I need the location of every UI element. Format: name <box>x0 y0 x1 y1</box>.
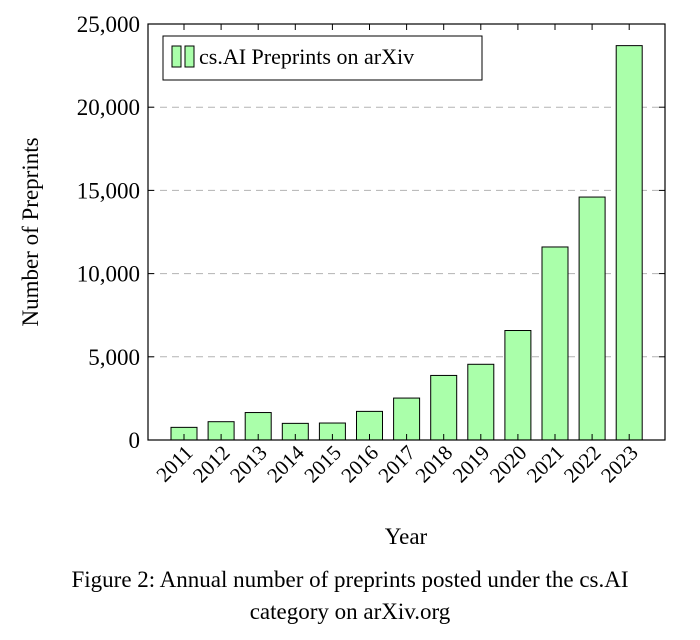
x-tick-label: 2022 <box>559 441 606 488</box>
y-axis-label: Number of Preprints <box>18 137 43 326</box>
x-tick-label: 2012 <box>188 441 235 488</box>
y-tick-label: 25,000 <box>77 12 140 37</box>
y-tick-labels: 0 5,000 10,000 15,000 20,000 25,000 <box>77 12 140 453</box>
y-tick-label: 15,000 <box>77 178 140 203</box>
y-tick-label: 20,000 <box>77 95 140 120</box>
grid-lines <box>148 106 665 358</box>
y-tick-label: 10,000 <box>77 262 140 287</box>
x-tick-label: 2011 <box>151 441 197 487</box>
x-tick-label: 2021 <box>522 441 569 488</box>
x-tick-labels: 2011201220132014201520162017201820192020… <box>151 440 642 487</box>
caption-line-1: Figure 2: Annual number of preprints pos… <box>71 567 629 592</box>
bar-2023 <box>615 45 643 441</box>
x-axis-label: Year <box>385 524 428 549</box>
legend-swatch <box>184 45 195 68</box>
x-tick-label: 2018 <box>411 441 458 488</box>
x-tick-label: 2020 <box>485 441 532 488</box>
bar-2021 <box>541 246 569 441</box>
caption-line-2: category on arXiv.org <box>249 599 451 624</box>
y-tick-label: 0 <box>129 428 141 453</box>
x-tick-label: 2023 <box>596 441 643 488</box>
bar-2019 <box>467 363 495 441</box>
bars <box>170 45 643 441</box>
y-tick-label: 5,000 <box>88 345 140 370</box>
x-tick-label: 2014 <box>262 440 309 487</box>
x-tick-label: 2019 <box>448 441 495 488</box>
x-tick-label: 2017 <box>373 441 420 488</box>
bar-2022 <box>578 196 606 441</box>
x-tick-label: 2013 <box>225 441 272 488</box>
bar-2017 <box>393 397 421 441</box>
legend: cs.AI Preprints on arXiv <box>162 35 483 81</box>
legend-label: cs.AI Preprints on arXiv <box>199 44 414 69</box>
x-tick-label: 2016 <box>336 441 383 488</box>
legend-box <box>162 35 483 81</box>
figure-caption: Figure 2: Annual number of preprints pos… <box>0 564 700 628</box>
x-tick-label: 2015 <box>299 441 346 488</box>
legend-swatch <box>171 45 182 68</box>
axis-ticks <box>148 23 665 441</box>
bar-2020 <box>504 330 532 441</box>
bar-2018 <box>430 374 458 441</box>
